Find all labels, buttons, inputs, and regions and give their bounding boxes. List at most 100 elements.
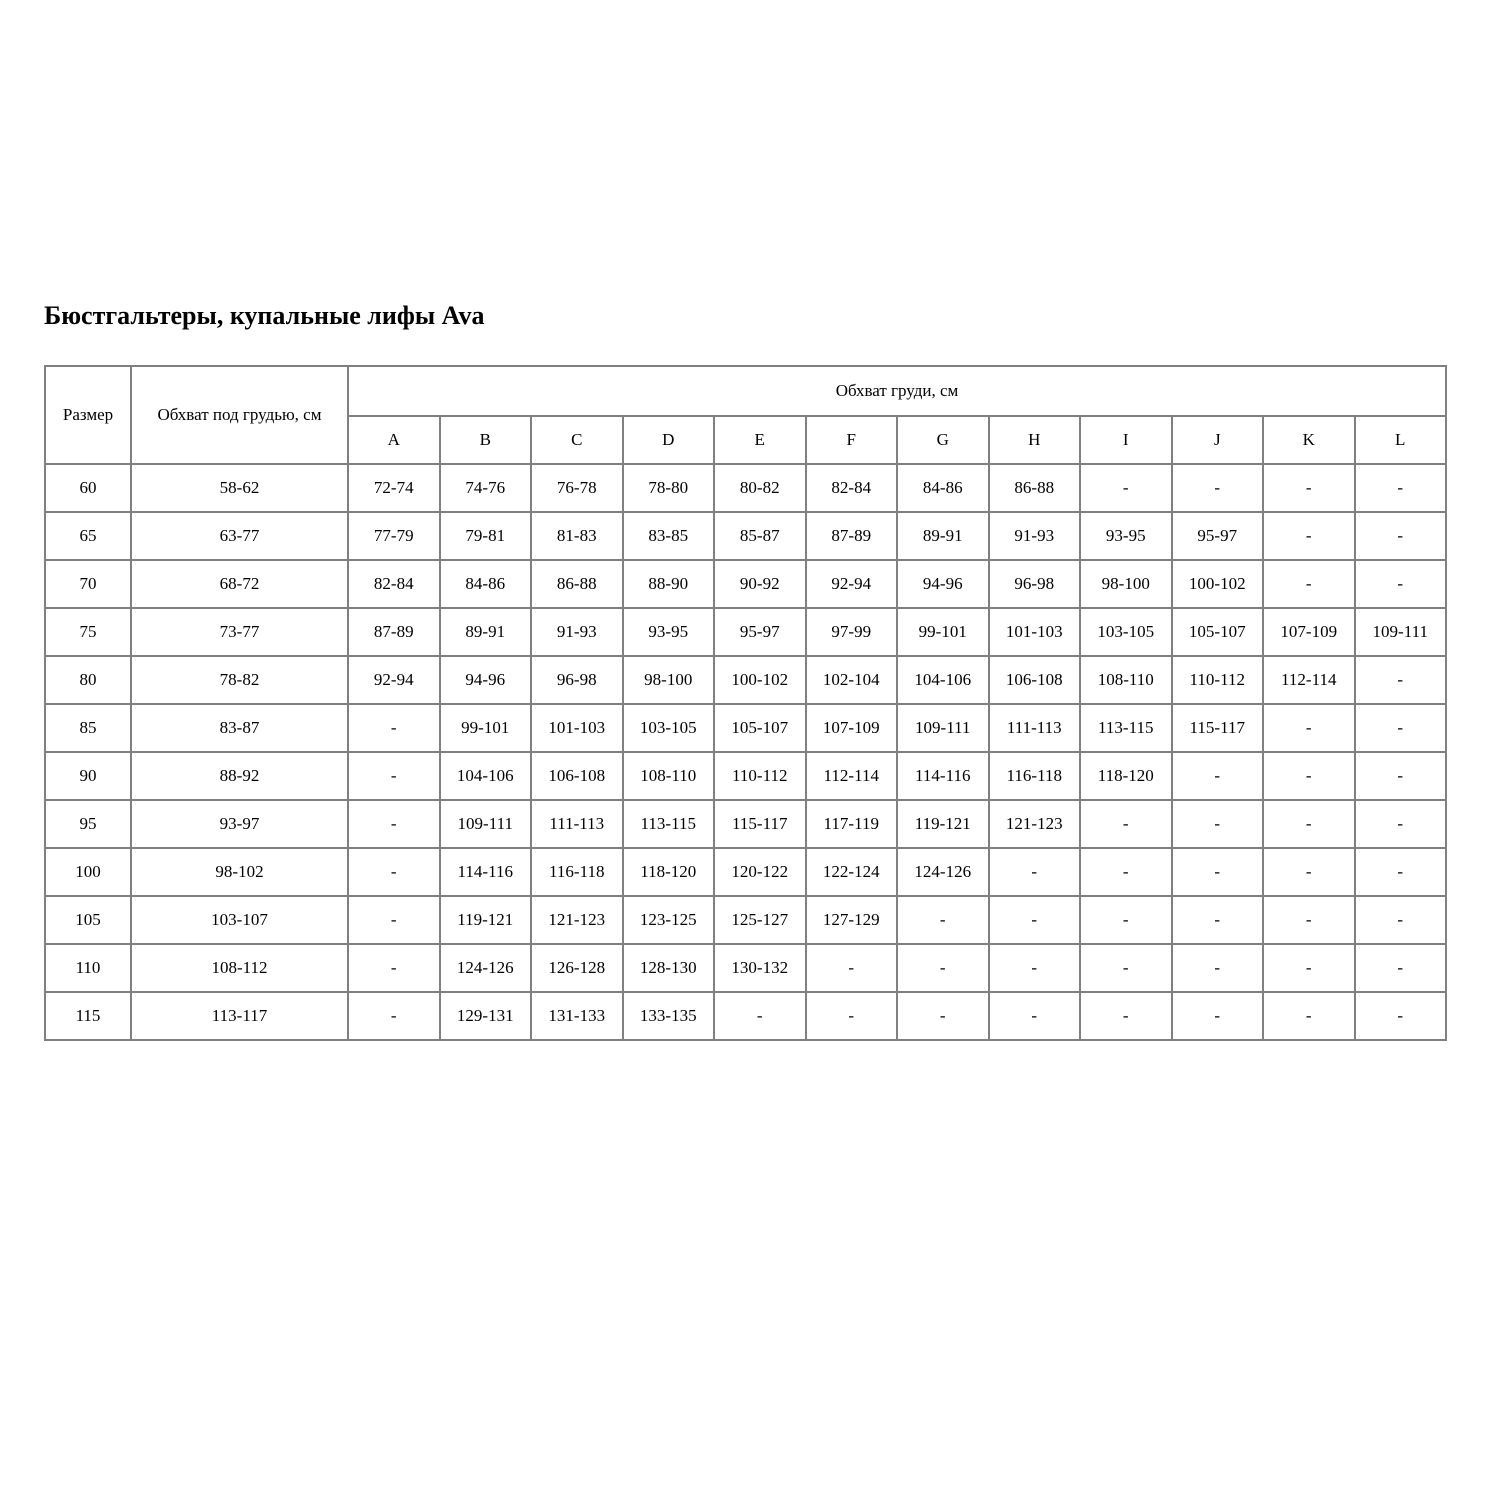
bust-range-cell: - (347, 799, 441, 849)
bust-range-cell: 89-91 (896, 511, 990, 561)
size-cell: 70 (44, 559, 132, 609)
bust-range-cell: 111-113 (530, 799, 624, 849)
table-row: 110 108-112-124-126 126-128 128-130 130-132-… (44, 943, 1447, 993)
bust-range-cell: 80-82 (713, 463, 807, 513)
bust-range-cell: 92-94 (347, 655, 441, 705)
cup-column-header: H (987, 415, 1081, 465)
bust-range-cell: 104-106 (896, 655, 990, 705)
size-cell: 115 (44, 991, 132, 1041)
bust-range-cell: - (1353, 751, 1447, 801)
underbust-cell: 83-87 (130, 703, 349, 753)
size-cell: 60 (44, 463, 132, 513)
bust-range-cell: - (1262, 847, 1356, 897)
bust-range-cell: - (1170, 751, 1264, 801)
bust-range-cell: 109-111 (438, 799, 532, 849)
cup-column-header: B (438, 415, 532, 465)
table-header: Размер Обхват под грудью, см Обхват груд… (44, 365, 1447, 465)
bust-range-cell: 93-95 (1079, 511, 1173, 561)
bust-range-cell: - (713, 991, 807, 1041)
size-cell: 85 (44, 703, 132, 753)
table-row: 65 63-77 77-79 79-81 81-83 83-85 85-87 87-89 89-… (44, 511, 1447, 561)
bust-range-cell: 116-118 (987, 751, 1081, 801)
page-title: Бюстгальтеры, купальные лифы Ava (44, 301, 485, 330)
bust-range-cell: - (1353, 559, 1447, 609)
cup-column-header: I (1079, 415, 1173, 465)
size-cell: 75 (44, 607, 132, 657)
bust-range-cell: 109-111 (896, 703, 990, 753)
bust-range-cell: 95-97 (713, 607, 807, 657)
underbust-cell: 58-62 (130, 463, 349, 513)
bust-range-cell: - (1353, 511, 1447, 561)
bust-range-cell: - (1079, 799, 1173, 849)
bust-range-cell: - (1353, 895, 1447, 945)
size-cell: 100 (44, 847, 132, 897)
bust-range-cell: 97-99 (804, 607, 898, 657)
bust-range-cell: 87-89 (804, 511, 898, 561)
bust-range-cell: 108-110 (621, 751, 715, 801)
underbust-cell: 78-82 (130, 655, 349, 705)
bust-range-cell: 98-100 (621, 655, 715, 705)
bust-range-cell: - (1353, 943, 1447, 993)
bust-range-cell: - (804, 943, 898, 993)
cup-column-header: G (896, 415, 990, 465)
bust-range-cell: - (896, 991, 990, 1041)
bust-range-cell: 103-105 (621, 703, 715, 753)
bust-range-cell: 103-105 (1079, 607, 1173, 657)
underbust-cell: 88-92 (130, 751, 349, 801)
underbust-cell: 103-107 (130, 895, 349, 945)
bust-range-cell: 96-98 (530, 655, 624, 705)
bust-range-cell: 81-83 (530, 511, 624, 561)
cup-column-header: J (1170, 415, 1264, 465)
bust-range-cell: 93-95 (621, 607, 715, 657)
table-row: 80 78-82 92-94 94-96 96-98 98-100 100-102 102-1… (44, 655, 1447, 705)
bust-range-cell: 85-87 (713, 511, 807, 561)
bust-range-cell: 121-123 (530, 895, 624, 945)
bust-range-cell: 124-126 (438, 943, 532, 993)
bust-range-cell: 84-86 (438, 559, 532, 609)
bust-range-cell: - (1170, 895, 1264, 945)
table-row: 105 103-107-119-121 121-123 123-125 125-127 1… (44, 895, 1447, 945)
bust-range-cell: - (1079, 895, 1173, 945)
bust-range-cell: - (987, 991, 1081, 1041)
bust-range-cell: 106-108 (530, 751, 624, 801)
bust-range-cell: - (804, 991, 898, 1041)
bust-range-cell: 88-90 (621, 559, 715, 609)
bust-range-cell: - (1262, 463, 1356, 513)
bust-range-cell: - (1170, 943, 1264, 993)
bust-range-cell: 105-107 (713, 703, 807, 753)
bust-range-cell: 99-101 (896, 607, 990, 657)
cup-column-header: D (621, 415, 715, 465)
bust-range-cell: 111-113 (987, 703, 1081, 753)
bust-range-cell: 82-84 (804, 463, 898, 513)
bust-range-cell: 115-117 (713, 799, 807, 849)
bust-range-cell: - (1262, 703, 1356, 753)
bust-range-cell: - (1170, 847, 1264, 897)
bust-range-cell: - (347, 943, 441, 993)
bust-range-cell: 86-88 (530, 559, 624, 609)
size-cell: 105 (44, 895, 132, 945)
size-chart-table: Размер Обхват под грудью, см Обхват груд… (44, 365, 1447, 1041)
bust-range-cell: 133-135 (621, 991, 715, 1041)
bust-range-cell: 118-120 (621, 847, 715, 897)
bust-range-cell: 79-81 (438, 511, 532, 561)
bust-range-cell: 106-108 (987, 655, 1081, 705)
size-cell: 80 (44, 655, 132, 705)
bust-range-cell: 115-117 (1170, 703, 1264, 753)
header-row-top: Размер Обхват под грудью, см Обхват груд… (44, 365, 1447, 465)
bust-range-cell: 130-132 (713, 943, 807, 993)
bust-range-cell: 96-98 (987, 559, 1081, 609)
bust-range-cell: - (1079, 943, 1173, 993)
bust-range-cell: 100-102 (1170, 559, 1264, 609)
bust-range-cell: - (347, 847, 441, 897)
bust-range-cell: 84-86 (896, 463, 990, 513)
bust-range-cell: - (987, 943, 1081, 993)
bust-range-cell: - (1170, 463, 1264, 513)
bust-range-cell: - (1353, 847, 1447, 897)
bust-range-cell: 126-128 (530, 943, 624, 993)
bust-range-cell: 116-118 (530, 847, 624, 897)
size-cell: 90 (44, 751, 132, 801)
underbust-cell: 113-117 (130, 991, 349, 1041)
underbust-cell: 63-77 (130, 511, 349, 561)
